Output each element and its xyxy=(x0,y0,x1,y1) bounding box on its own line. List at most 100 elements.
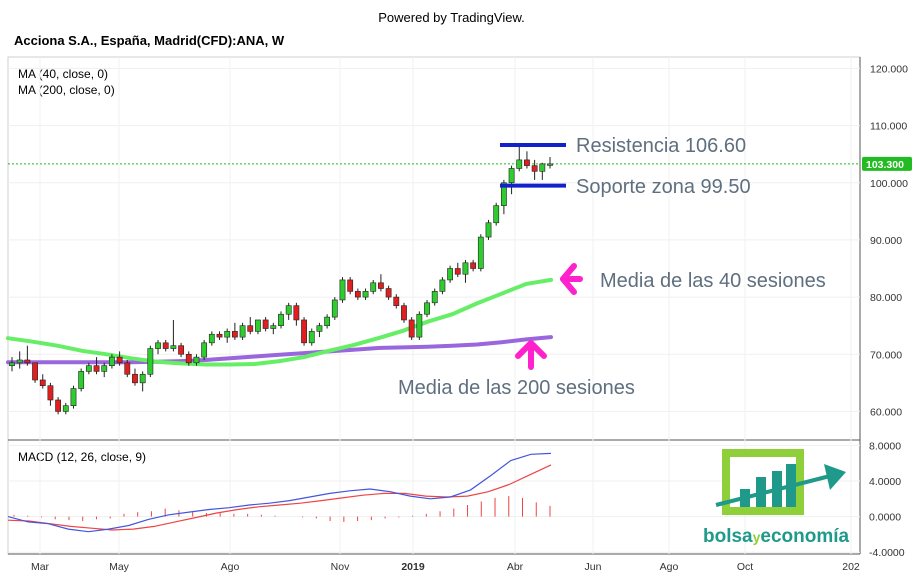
candle-body xyxy=(178,345,184,355)
price-tick-label: 110.000 xyxy=(870,121,907,133)
candle-body xyxy=(162,342,169,349)
time-tick-label: Mar xyxy=(31,561,50,573)
candle-body xyxy=(116,356,123,364)
price-tick-label: 70.000 xyxy=(870,349,902,361)
candle-body xyxy=(431,291,438,304)
candle-body xyxy=(24,359,31,364)
candle-body xyxy=(401,305,407,321)
price-tick-label: 100.000 xyxy=(870,178,908,190)
macd-tick-label: 8.0000 xyxy=(869,440,901,452)
candle-body xyxy=(62,405,69,412)
candle-body xyxy=(470,262,477,269)
price-grid xyxy=(8,67,860,412)
candle-body xyxy=(101,365,108,372)
price-axis-labels: 120.000 110.000 100.000 90.000 80.000 70.000 6… xyxy=(870,63,908,418)
candle-body xyxy=(408,319,415,338)
candle-body xyxy=(70,388,77,407)
svg-text:bolsayeconomía: bolsayeconomía xyxy=(703,526,850,547)
candle-body xyxy=(9,362,15,366)
time-tick-label: Ago xyxy=(221,561,240,573)
candle-body xyxy=(270,325,277,329)
candle-body xyxy=(185,353,192,364)
support-label: Soporte zona 99.50 xyxy=(576,176,751,198)
time-tick-label: Abr xyxy=(507,561,524,573)
candle-body xyxy=(224,331,231,338)
ma40-line xyxy=(6,277,553,367)
candle-body xyxy=(539,163,546,172)
time-tick-label: Nov xyxy=(331,561,350,573)
logo-text-y: y xyxy=(753,529,761,545)
bolsa-y-economia-logo: bolsayeconomía xyxy=(703,449,850,547)
candle-body xyxy=(524,159,530,166)
candle-body xyxy=(331,299,338,318)
candle-body xyxy=(139,373,146,384)
candle-body xyxy=(55,399,62,412)
price-tick-label: 90.000 xyxy=(870,235,902,247)
chart-title: Acciona S.A., España, Madrid(CFD):ANA, W xyxy=(14,33,285,48)
candle-body xyxy=(109,356,115,366)
price-tick-label: 80.000 xyxy=(870,292,902,304)
ma40-legend: MA (40, close, 0) xyxy=(18,67,109,81)
candle-body xyxy=(93,365,100,372)
candle-body xyxy=(439,279,446,292)
candle-body xyxy=(47,385,54,401)
candle-body xyxy=(424,302,430,315)
candle-body xyxy=(516,159,523,169)
candle-body xyxy=(308,331,315,344)
candle-body xyxy=(301,319,307,344)
macd-tick-label: -4.0000 xyxy=(869,547,905,559)
candle-body xyxy=(39,379,46,386)
candle-body xyxy=(278,313,284,326)
ma200-arrow-icon xyxy=(515,340,547,370)
candle-body xyxy=(32,362,38,381)
price-tick-label: 120.000 xyxy=(870,63,908,75)
macd-tick-label: 4.0000 xyxy=(869,476,901,488)
candle-body xyxy=(347,279,354,292)
candle-body xyxy=(85,365,92,372)
time-tick-label: 202 xyxy=(842,561,860,573)
macd-tick-label: 0.0000 xyxy=(869,512,901,524)
candle-body xyxy=(362,291,369,298)
candle-body xyxy=(16,359,23,364)
candle-body xyxy=(485,222,492,238)
last-price-value: 103.300 xyxy=(866,159,904,171)
candle-body xyxy=(201,342,208,358)
candle-body xyxy=(354,291,361,298)
candle-body xyxy=(231,331,238,338)
time-tick-label: Jun xyxy=(585,561,602,573)
candle-body xyxy=(193,356,200,364)
ma200-annotation: Media de las 200 sesiones xyxy=(398,377,635,399)
candle-body xyxy=(285,305,292,315)
macd-histogram xyxy=(13,496,551,522)
time-tick-label: 2019 xyxy=(401,561,425,573)
resistance-label: Resistencia 106.60 xyxy=(576,135,746,157)
price-tick-label: 60.000 xyxy=(870,406,902,418)
macd-line xyxy=(7,452,552,533)
time-axis-labels: Mar May Ago Nov 2019 Abr Jun Ago Oct 202 xyxy=(31,561,860,573)
candle-body xyxy=(216,333,223,338)
candle-body xyxy=(255,319,261,332)
candle-body xyxy=(293,305,300,321)
signal-line xyxy=(7,464,552,531)
time-tick-label: Oct xyxy=(737,561,753,573)
candle-body xyxy=(170,345,177,349)
candle-body xyxy=(155,342,161,349)
candle-body xyxy=(239,325,246,338)
candle-body xyxy=(508,168,515,184)
macd-axis-labels: 8.0000 4.0000 0.0000 -4.0000 xyxy=(869,440,905,559)
macd-grid xyxy=(8,444,860,553)
macd-legend: MACD (12, 26, close, 9) xyxy=(18,450,147,464)
candle-body xyxy=(447,268,453,281)
candle-body xyxy=(262,319,269,329)
candle-body xyxy=(547,163,553,166)
ma40-arrow-icon xyxy=(560,263,583,295)
candle-body xyxy=(454,268,461,275)
candle-body xyxy=(531,165,538,172)
time-tick-label: May xyxy=(109,561,130,573)
candle-body xyxy=(493,205,500,224)
ma200-legend: MA (200, close, 0) xyxy=(18,83,115,97)
candle-body xyxy=(147,348,154,375)
powered-by: Powered by TradingView. xyxy=(378,10,525,25)
candle-body xyxy=(378,282,384,289)
